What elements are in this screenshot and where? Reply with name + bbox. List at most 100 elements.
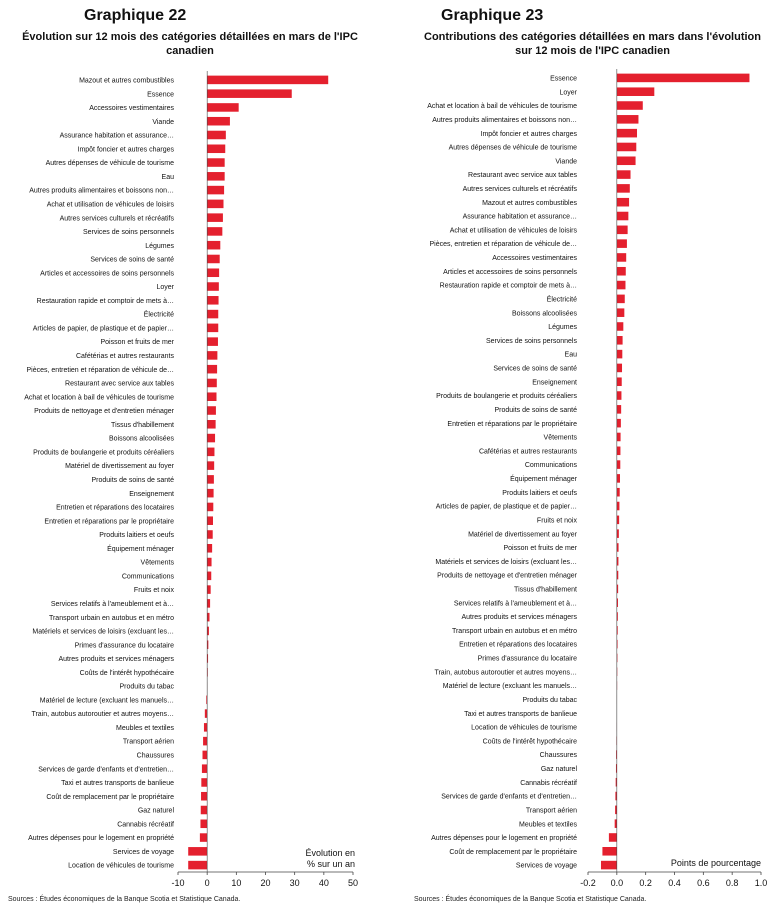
category-label-23-9: Mazout et autres combustibles bbox=[482, 200, 577, 207]
category-label-22-42: Autres produits et services ménagers bbox=[58, 656, 174, 663]
category-label-22-4: Assurance habitation et assurance… bbox=[60, 133, 174, 140]
bar-23-7 bbox=[616, 170, 631, 179]
bar-23-50 bbox=[615, 764, 617, 773]
bar-22-57 bbox=[188, 860, 208, 870]
bar-23-25 bbox=[616, 418, 621, 428]
category-label-22-30: Enseignement bbox=[129, 491, 174, 498]
bar-23-5 bbox=[616, 142, 637, 152]
category-label-23-52: Services de garde d'enfants et d'entreti… bbox=[441, 794, 577, 801]
bar-22-12 bbox=[207, 240, 221, 250]
bar-23-13 bbox=[616, 253, 627, 262]
category-label-22-56: Services de voyage bbox=[113, 849, 174, 856]
bar-22-45 bbox=[206, 695, 208, 705]
category-label-23-8: Autres services culturels et récréatifs bbox=[463, 186, 578, 193]
bar-22-34 bbox=[207, 544, 213, 553]
bar-23-31 bbox=[616, 501, 620, 511]
category-label-22-28: Matériel de divertissement au foyer bbox=[65, 463, 175, 470]
category-label-22-51: Taxi et autres transports de banlieue bbox=[61, 780, 174, 787]
category-label-22-39: Transport urbain en autobus et en métro bbox=[49, 615, 174, 622]
category-label-23-55: Autres dépenses pour le logement en prop… bbox=[431, 835, 577, 842]
category-label-23-2: Achat et location à bail de véhicules de… bbox=[427, 103, 577, 110]
category-label-22-14: Articles et accessoires de soins personn… bbox=[40, 270, 174, 277]
bar-22-19 bbox=[207, 337, 218, 346]
bar-22-28 bbox=[207, 461, 215, 470]
category-label-23-45: Produits du tabac bbox=[523, 697, 578, 704]
category-label-23-0: Essence bbox=[550, 76, 577, 83]
category-label-23-3: Autres produits alimentaires et boissons… bbox=[432, 117, 577, 124]
bar-23-56 bbox=[602, 847, 617, 856]
category-label-23-24: Produits de soins de santé bbox=[495, 407, 578, 414]
category-label-22-29: Produits de soins de santé bbox=[92, 477, 175, 484]
bar-22-54 bbox=[200, 819, 208, 829]
bar-22-27 bbox=[207, 447, 215, 457]
category-label-23-39: Autres produits et services ménagers bbox=[461, 614, 577, 621]
bar-22-29 bbox=[207, 475, 214, 484]
bar-23-49 bbox=[616, 750, 617, 759]
category-label-23-10: Assurance habitation et assurance… bbox=[463, 214, 577, 221]
category-label-22-13: Services de soins de santé bbox=[90, 257, 174, 264]
category-label-22-18: Articles de papier, de plastique et de p… bbox=[33, 325, 174, 332]
bar-23-27 bbox=[616, 446, 621, 456]
x-tick-label: 0.4 bbox=[668, 878, 681, 888]
bar-23-15 bbox=[616, 280, 626, 290]
bar-23-28 bbox=[616, 460, 621, 469]
bar-23-14 bbox=[616, 266, 626, 276]
unit-label-line1: Points de pourcentage bbox=[671, 858, 761, 868]
category-label-23-15: Restauration rapide et comptoir de mets … bbox=[440, 283, 577, 290]
category-label-22-35: Vêtements bbox=[141, 560, 175, 567]
bar-23-22 bbox=[616, 377, 622, 387]
category-label-22-22: Restaurant avec service aux tables bbox=[65, 381, 174, 388]
chart-23-title: Graphique 23 bbox=[441, 7, 544, 24]
bar-22-36 bbox=[207, 571, 212, 581]
category-label-22-32: Entretien et réparations par le propriét… bbox=[44, 518, 174, 525]
bar-23-8 bbox=[616, 184, 630, 193]
category-label-22-57: Location de véhicules de tourisme bbox=[68, 863, 174, 870]
category-label-22-9: Achat et utilisation de véhicules de loi… bbox=[47, 201, 175, 208]
category-label-22-19: Poisson et fruits de mer bbox=[100, 339, 174, 346]
category-label-22-26: Boissons alcoolisées bbox=[109, 436, 174, 443]
category-label-23-12: Pièces, entretien et réparation de véhic… bbox=[430, 241, 577, 248]
bar-23-16 bbox=[616, 294, 625, 304]
bar-22-52 bbox=[201, 791, 208, 801]
category-label-23-17: Boissons alcoolisées bbox=[512, 310, 577, 317]
bar-23-20 bbox=[616, 349, 623, 359]
category-label-22-43: Coûts de l'intérêt hypothécaire bbox=[80, 670, 174, 677]
bar-22-0 bbox=[207, 75, 329, 85]
category-label-23-23: Produits de boulangerie et produits céré… bbox=[436, 393, 577, 400]
bar-22-48 bbox=[203, 736, 208, 746]
bar-23-35 bbox=[616, 556, 619, 566]
bar-23-37 bbox=[616, 584, 619, 594]
x-tick-label: 0.6 bbox=[697, 878, 710, 888]
category-label-22-6: Autres dépenses de véhicule de tourisme bbox=[46, 160, 175, 167]
category-label-23-49: Chaussures bbox=[540, 752, 578, 759]
bar-23-39 bbox=[616, 612, 618, 621]
category-label-23-28: Communications bbox=[525, 462, 578, 469]
bar-23-40 bbox=[616, 626, 618, 635]
category-label-23-37: Tissus d'habillement bbox=[514, 586, 577, 593]
bar-22-8 bbox=[207, 185, 225, 195]
category-label-22-11: Services de soins personnels bbox=[83, 229, 175, 236]
category-label-23-11: Achat et utilisation de véhicules de loi… bbox=[450, 227, 578, 234]
category-label-23-14: Articles et accessoires de soins personn… bbox=[443, 269, 577, 276]
bar-23-26 bbox=[616, 432, 621, 442]
category-label-22-50: Services de garde d'enfants et d'entreti… bbox=[38, 766, 174, 773]
category-label-22-2: Accessoires vestimentaires bbox=[89, 105, 174, 112]
category-label-23-56: Coût de remplacement par le propriétaire bbox=[449, 849, 577, 856]
category-label-23-38: Services relatifs à l'ameublement et à… bbox=[454, 600, 577, 607]
unit-label-line1: Évolution en bbox=[305, 848, 355, 858]
bar-23-21 bbox=[616, 363, 623, 373]
category-label-22-38: Services relatifs à l'ameublement et à… bbox=[51, 601, 174, 608]
category-label-23-57: Services de voyage bbox=[516, 863, 577, 870]
category-label-23-50: Gaz naturel bbox=[541, 766, 578, 773]
x-tick-label: -10 bbox=[171, 878, 184, 888]
bar-22-21 bbox=[207, 364, 218, 374]
bar-22-26 bbox=[207, 433, 216, 443]
category-label-23-21: Services de soins de santé bbox=[493, 366, 577, 373]
category-label-23-42: Primes d'assurance du locataire bbox=[478, 656, 577, 663]
category-label-22-24: Produits de nettoyage et d'entretien mén… bbox=[34, 408, 175, 415]
category-label-23-35: Matériels et services de loisirs (exclua… bbox=[435, 559, 577, 566]
chart-23-source: Sources : Études économiques de la Banqu… bbox=[414, 896, 647, 903]
bar-22-55 bbox=[199, 833, 208, 842]
bar-23-19 bbox=[616, 336, 623, 345]
